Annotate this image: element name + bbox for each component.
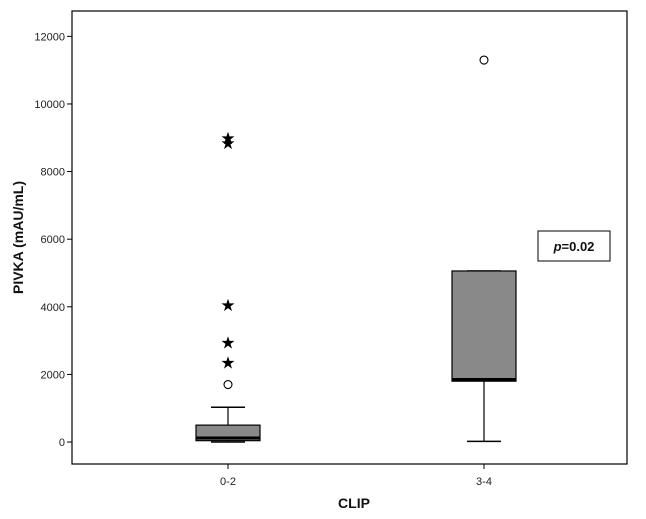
y-tick-label: 4000 xyxy=(41,302,65,314)
y-axis-title: PIVKA (mAU/mL) xyxy=(10,181,26,294)
extreme-point: ★ xyxy=(220,354,235,374)
y-tick-label: 8000 xyxy=(41,167,65,179)
svg-text:p=0.02: p=0.02 xyxy=(553,239,595,254)
p-value-symbol: p xyxy=(553,239,562,254)
outlier-point xyxy=(223,380,233,390)
extreme-point: ★ xyxy=(220,129,235,149)
y-tick-label: 2000 xyxy=(41,369,65,381)
p-value-box xyxy=(537,230,611,262)
x-tick-label: 0-2 xyxy=(220,476,236,488)
extreme-point: ★ xyxy=(220,296,235,316)
p-value-annotation: p=0.02 xyxy=(537,230,611,262)
box-series: ★★★★★ xyxy=(195,55,517,443)
plot-frame xyxy=(71,10,628,465)
y-tick-label: 12000 xyxy=(34,31,65,43)
x-axis-ticks: 0-2 3-4 xyxy=(220,464,492,488)
extreme-point: ★ xyxy=(220,333,235,353)
p-value-text: =0.02 xyxy=(562,239,595,254)
y-axis-ticks: 0 2000 4000 6000 8000 10000 12000 xyxy=(34,31,72,449)
outlier-point xyxy=(479,55,489,65)
x-tick-label: 3-4 xyxy=(476,476,492,488)
extreme-point: ★ xyxy=(220,134,235,154)
y-tick-label: 6000 xyxy=(41,234,65,246)
y-tick-label: 10000 xyxy=(34,99,65,111)
x-axis-title: CLIP xyxy=(338,495,370,511)
box-iqr xyxy=(451,270,517,382)
y-tick-label: 0 xyxy=(59,437,65,449)
